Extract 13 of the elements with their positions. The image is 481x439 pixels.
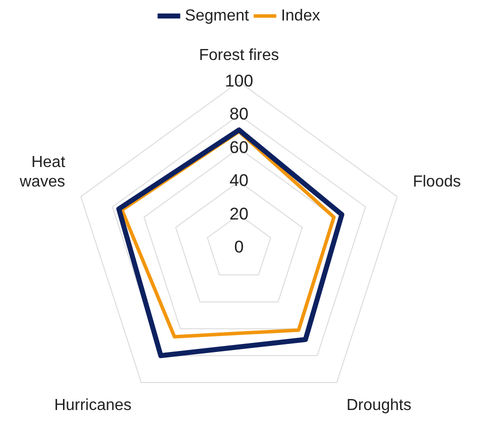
- spoke-label: Droughts: [346, 396, 412, 414]
- legend-label: Index: [280, 7, 320, 24]
- y-tick-label: 100: [224, 71, 254, 90]
- spoke-label: Forest fires: [198, 47, 280, 64]
- y-tick-label: 80: [230, 104, 248, 124]
- legend-label: Segment: [184, 7, 250, 24]
- spoke-label: Heat waves: [18, 154, 66, 190]
- spoke-label: Hurricanes: [54, 396, 132, 414]
- y-tick-label: 60: [230, 138, 248, 157]
- y-tick-label: 40: [230, 171, 248, 190]
- y-tick-label: 0: [234, 238, 244, 257]
- y-tick-label: 20: [230, 204, 248, 224]
- spoke-label: Floods: [412, 173, 461, 190]
